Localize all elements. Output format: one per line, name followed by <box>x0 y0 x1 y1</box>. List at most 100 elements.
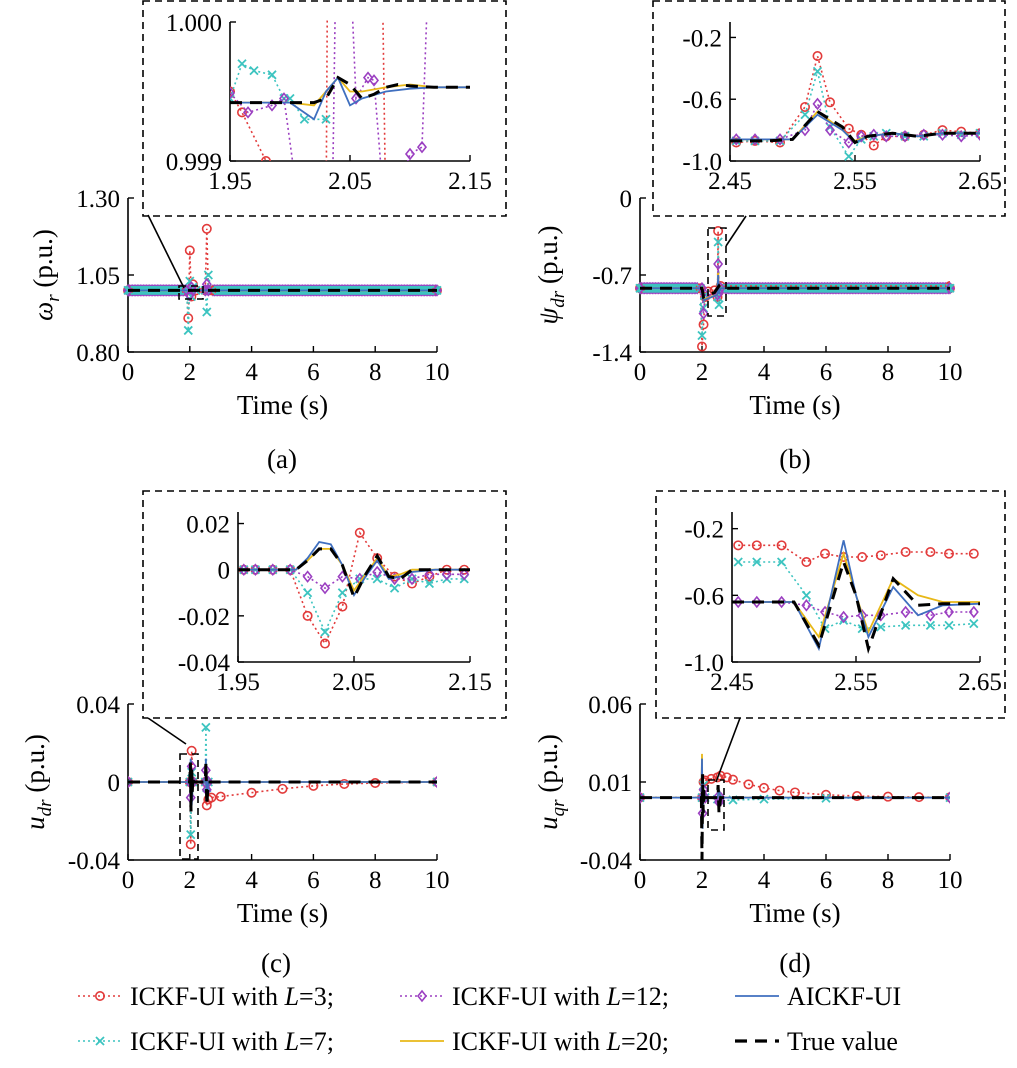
panel-b-inset-x-tick-label: 2.55 <box>833 168 877 195</box>
panel-d-inset-line-true <box>732 557 980 655</box>
legend-label-L3: ICKF-UI with L=3; <box>130 982 334 1011</box>
panel-a-inset-y-tick-label: 0.999 <box>166 149 222 176</box>
panel-b-inset-point-L3 <box>868 140 879 151</box>
panel-a-main-y-tick-label: 1.30 <box>76 186 120 213</box>
panel-d-main-point-L3 <box>851 791 862 802</box>
panel-b-main-point-L3 <box>945 281 950 291</box>
panel-c-x-label: Time (s) <box>237 898 328 928</box>
panel-a-main-point-L7 <box>202 307 212 317</box>
panel-a-main-x-tick-label: 0 <box>122 359 135 386</box>
panel-a-inset-y-tick-label: 1.000 <box>166 10 222 37</box>
legend-label-suffix: =3; <box>299 982 334 1011</box>
panel-c-zoom-leader <box>147 717 187 745</box>
panel-c-main-point-L3 <box>186 745 197 756</box>
panel-c-inset-point-L12 <box>267 563 278 576</box>
panel-d-main-point-L12 <box>640 791 646 804</box>
panel-d-y-label-subscript: qr <box>548 799 569 817</box>
panel-c-inset-point-L12 <box>459 568 470 581</box>
panel-d-main-x-tick-label: 0 <box>634 867 647 894</box>
legend-label-L7: ICKF-UI with L=7; <box>130 1027 334 1056</box>
panel-c-inset-point-L12 <box>285 563 296 576</box>
legend-label-suffix: =20; <box>621 1027 669 1056</box>
panel-c-main-y-tick-label: 0.04 <box>76 692 120 719</box>
panel-d-main-x-tick-label: 4 <box>758 867 771 894</box>
panel-d-inset-frame <box>655 490 1006 719</box>
panel-c-inset-x-tick-label: 1.95 <box>216 669 260 696</box>
panel-b-inset-point-L12 <box>824 123 836 137</box>
panel-d-main-point-L3 <box>774 785 785 796</box>
panel-b-inset-point-L12 <box>843 136 854 149</box>
panel-c-main-point-L3 <box>277 783 288 794</box>
panel-b-main-point-L12 <box>944 281 950 295</box>
panel-c-inset-point-L3 <box>302 610 313 621</box>
panel-c-inset-point-L12 <box>372 565 383 579</box>
panel-c-inset-frame <box>142 490 507 719</box>
panel-a-main-point-L12 <box>201 277 212 291</box>
panel-a-main-line-L3 <box>128 228 437 319</box>
panel-b-main-point-L3 <box>713 226 724 237</box>
panel-a-main-point-L3 <box>184 245 195 256</box>
panel-c-inset-y-tick-label: -0.04 <box>178 650 231 677</box>
panel-b-inset-y-tick-label: -0.2 <box>682 25 722 52</box>
panel-c-main-x-tick-label: 4 <box>245 867 258 894</box>
panel-a: 0 2 4 6 8 10 0.80 1.05 1.30 Time (s) ωr (p.u.) (a) 1… <box>28 0 507 474</box>
panel-a-main-point-L7 <box>183 325 193 336</box>
panel-c-inset-point-L12 <box>302 570 313 583</box>
panel-d-main-x-tick-label: 6 <box>820 867 833 894</box>
panel-c-main-point-L3 <box>215 791 226 802</box>
panel-c-main-line-L3 <box>128 750 437 845</box>
panel-c-inset-x-tick-label: 2.15 <box>448 669 492 696</box>
panel-b-label: (b) <box>779 444 810 474</box>
panel-d-main-x-tick-label: 8 <box>882 867 895 894</box>
panel-a-inset-x-tick-label: 2.05 <box>328 168 372 195</box>
panel-c-inset-point-L7 <box>424 578 435 589</box>
panel-d-inset-series <box>732 540 980 655</box>
panel-c-inset-y-tick-label: 0 <box>218 558 231 585</box>
panel-b-zoom-box <box>707 227 727 317</box>
panel-c-inset-point-L3 <box>424 571 435 582</box>
panel-a-y-label: ωr (p.u.) <box>28 229 64 321</box>
panel-d-main-point-L12 <box>944 791 950 804</box>
legend-label-var: L <box>606 1027 621 1056</box>
panel-c-inset-point-L7 <box>302 588 313 598</box>
panel-d-inset-y-tick-label: -0.2 <box>684 517 724 544</box>
panel-b-inset-point-L12 <box>731 133 742 146</box>
panel-b-main-y-tick-label: 0 <box>620 186 633 213</box>
panel-a-x-label: Time (s) <box>237 390 328 420</box>
panel-d-inset-point-L3 <box>925 546 936 557</box>
panel-d-inset-point-L3 <box>857 551 868 562</box>
panel-c-main-x-tick-label: 8 <box>369 867 382 894</box>
panel-b-main-point-L12 <box>713 257 724 271</box>
panel-b-main-point-L3 <box>696 341 707 352</box>
panel-c-inset-point-L3 <box>337 601 348 612</box>
legend-label-AI: AICKF-UI <box>787 982 901 1011</box>
panel-d-inset-point-L7 <box>801 590 812 600</box>
panel-c-inset-y-tick-label: -0.02 <box>178 604 230 631</box>
panel-a-zoom-box <box>178 285 204 300</box>
panel-a-inset-point-L7 <box>249 66 259 76</box>
panel-d-y-label-symbol: u <box>533 816 563 830</box>
panel-b-y-label: ψdr (p.u.) <box>533 226 569 325</box>
panel-b-inset-point-L7 <box>812 66 823 77</box>
panel-d-main-line-AI <box>640 758 950 829</box>
panel-d-inset-point-L3 <box>819 548 830 559</box>
panel-d-inset-point-L7 <box>752 557 762 567</box>
panel-c-inset-point-L12 <box>441 568 452 581</box>
panel-b-inset-y-tick-label: -0.6 <box>682 87 722 114</box>
panel-b-inset-line-L7 <box>736 71 980 158</box>
panel-c-inset: 1.95 2.05 2.15 0.02 0 -0.02 -0.04 <box>142 490 507 719</box>
panel-d-main-point-L3 <box>727 774 738 785</box>
panel-a-main-series <box>128 223 437 336</box>
legend-label-var: L <box>284 1027 299 1056</box>
panel-a-main-point-L12 <box>184 288 195 302</box>
panel-b-y-label-symbol: ψ <box>533 306 563 324</box>
panel-d-inset-point-L7 <box>925 620 936 630</box>
panel-c-inset-line-L7 <box>243 568 465 634</box>
panel-a-main-x-tick-label: 10 <box>425 359 450 386</box>
panel-d-inset-point-L12 <box>943 605 955 619</box>
panel-b-y-label-unit: (p.u.) <box>533 226 563 291</box>
panel-d-main-x-tick-label: 10 <box>938 867 963 894</box>
panel-d-inset-point-L12 <box>838 610 849 624</box>
panel-b-main-x-tick-label: 2 <box>696 359 709 386</box>
panel-a-inset-line-L3 <box>230 20 386 161</box>
